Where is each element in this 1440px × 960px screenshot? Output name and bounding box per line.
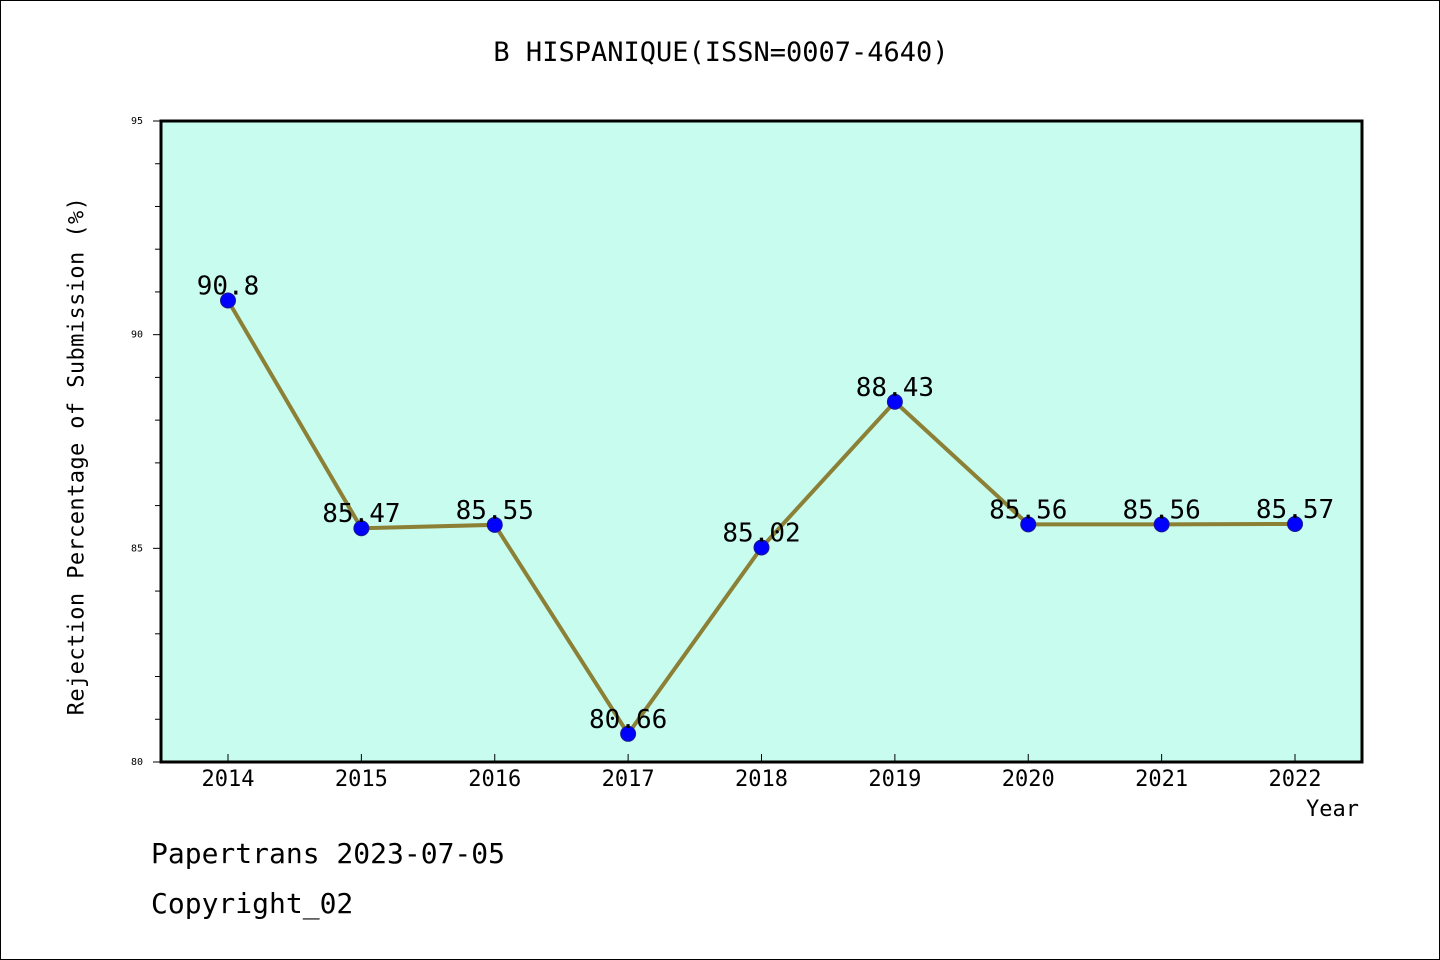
data-label: 85.56 (989, 495, 1067, 525)
data-point-marker (753, 539, 770, 556)
y-tick-label: 85 (131, 543, 143, 554)
x-axis-ticks: 2014 2015 2016 2017 2018 2019 2020 2021 2022 (202, 754, 1322, 792)
x-tick-label: 2019 (868, 767, 921, 792)
series-layer: 90.8 85.47 85.55 80.66 85.02 88.43 85.56 85.56 8… (197, 271, 1334, 742)
data-label: 85.56 (1122, 495, 1200, 525)
data-point-marker (353, 520, 370, 537)
x-tick-label: 2018 (735, 767, 788, 792)
x-tick-label: 2021 (1135, 767, 1188, 792)
data-label: 85.02 (722, 518, 800, 548)
data-point-marker (1153, 516, 1170, 533)
x-tick-label: 2014 (202, 767, 255, 792)
data-point-marker (220, 292, 236, 309)
data-point-marker (486, 516, 503, 533)
y-tick-label: 80 (131, 757, 143, 768)
y-axis-ticks: 80 85 90 95 (131, 116, 161, 768)
x-tick-label: 2017 (602, 767, 655, 792)
data-label: 85.57 (1256, 495, 1334, 525)
data-label: 85.55 (456, 496, 534, 526)
footer-date-text: Papertrans 2023-07-05 (151, 837, 506, 870)
data-label: 90.8 (197, 271, 260, 301)
x-tick-label: 2022 (1269, 767, 1322, 792)
plot-area (159, 119, 1364, 764)
data-point-marker (620, 725, 637, 742)
data-point-marker (886, 393, 903, 410)
y-tick-label: 90 (131, 330, 143, 341)
x-tick-label: 2015 (335, 767, 388, 792)
footer-copyright-text: Copyright_02 (151, 887, 354, 920)
x-tick-label: 2020 (1002, 767, 1055, 792)
data-label: 88.43 (856, 373, 934, 403)
x-axis-label: Year (1306, 797, 1359, 822)
x-tick-label: 2016 (468, 767, 521, 792)
data-label: 80.66 (589, 705, 667, 735)
data-point-marker (1287, 515, 1303, 532)
y-axis-label: Rejection Percentage of Submission (%) (64, 196, 90, 716)
data-point-marker (1020, 516, 1037, 533)
data-label: 85.47 (322, 499, 400, 529)
chart-title: B HISPANIQUE(ISSN=0007-4640) (493, 37, 949, 68)
y-tick-label: 95 (131, 116, 143, 127)
